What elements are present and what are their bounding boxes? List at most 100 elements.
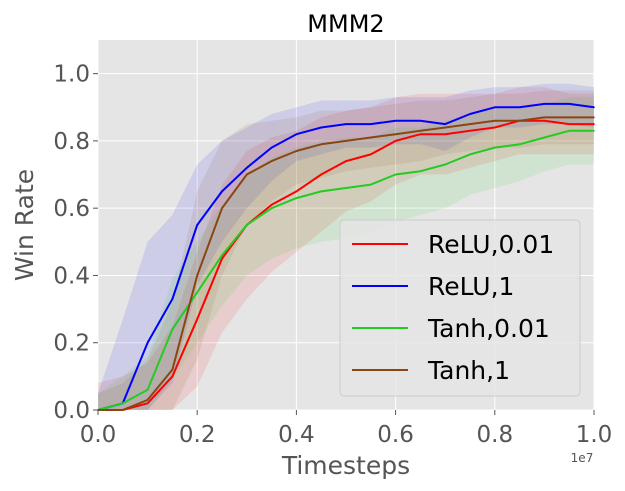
- data-point-relu-0-01: [370, 153, 372, 156]
- x-tick-label: 0.0: [80, 422, 117, 448]
- y-axis-label: Win Rate: [10, 169, 39, 281]
- x-tick-label: 0.8: [477, 422, 514, 448]
- data-point-relu-1: [146, 341, 149, 344]
- data-point-tanh-0-01: [146, 389, 149, 391]
- data-point-tanh-0-01: [196, 291, 198, 294]
- band-tanh-0-01: [98, 97, 594, 410]
- data-point-tanh-1: [394, 133, 397, 135]
- data-point-relu-1: [394, 119, 397, 122]
- confidence-bands: [98, 83, 594, 410]
- data-point-tanh-1: [593, 116, 595, 119]
- data-point-relu-0-01: [419, 133, 422, 135]
- data-point-tanh-0-01: [568, 130, 570, 132]
- x-axis-label: Timesteps: [281, 451, 410, 480]
- data-point-tanh-1: [196, 274, 198, 277]
- data-point-relu-1: [370, 123, 372, 125]
- data-point-tanh-0-01: [543, 136, 546, 139]
- data-point-relu-0-01: [593, 123, 595, 125]
- data-point-tanh-0-01: [295, 197, 298, 199]
- data-point-relu-1: [543, 103, 546, 105]
- data-point-relu-1: [221, 190, 223, 193]
- data-point-tanh-0-01: [593, 130, 595, 132]
- y-tick-label: 0.2: [53, 331, 90, 357]
- data-point-tanh-1: [568, 116, 570, 119]
- data-point-relu-0-01: [568, 123, 570, 125]
- data-point-tanh-0-01: [444, 163, 447, 166]
- data-point-relu-1: [593, 106, 595, 109]
- x-tick-label: 0.2: [179, 422, 216, 448]
- data-point-tanh-0-01: [221, 254, 223, 257]
- data-point-relu-0-01: [543, 119, 546, 122]
- data-point-relu-0-01: [320, 173, 323, 176]
- data-point-tanh-1: [320, 143, 323, 146]
- chart-title: MMM2: [307, 10, 384, 38]
- y-tick-label: 0.0: [53, 398, 90, 424]
- data-point-relu-1: [419, 119, 422, 122]
- y-tick-label: 0.8: [53, 129, 90, 155]
- data-point-relu-1: [345, 123, 347, 125]
- data-point-relu-1: [295, 133, 298, 135]
- data-point-relu-0-01: [295, 190, 298, 193]
- legend: ReLU,0.01 ReLU,1 Tanh,0.01 Tanh,1: [339, 219, 581, 397]
- data-point-relu-1: [494, 106, 496, 109]
- data-point-relu-0-01: [171, 375, 174, 378]
- data-point-tanh-0-01: [270, 207, 273, 209]
- legend-label-tanh-0-01: Tanh,0.01: [427, 314, 550, 343]
- data-point-relu-0-01: [494, 126, 496, 129]
- data-point-tanh-1: [444, 126, 447, 129]
- x-tick-label: 0.4: [278, 422, 315, 448]
- legend-box: [339, 219, 581, 397]
- y-tick-label: 0.4: [53, 263, 90, 289]
- data-point-relu-0-01: [196, 318, 198, 321]
- data-point-tanh-0-01: [394, 173, 397, 176]
- data-point-relu-1: [270, 146, 273, 149]
- data-point-tanh-1: [246, 173, 248, 176]
- data-point-tanh-1: [518, 119, 521, 122]
- data-point-tanh-0-01: [246, 224, 248, 226]
- data-point-tanh-1: [370, 136, 372, 139]
- data-point-relu-1: [246, 167, 248, 169]
- legend-label-relu-1: ReLU,1: [428, 272, 514, 301]
- x-tick-label: 1.0: [576, 422, 613, 448]
- data-point-tanh-1: [543, 116, 546, 119]
- data-point-relu-1: [469, 113, 471, 115]
- data-point-tanh-0-01: [171, 328, 174, 331]
- band-relu-1: [98, 83, 594, 410]
- y-tick-label: 1.0: [53, 62, 90, 88]
- data-point-tanh-0-01: [518, 143, 521, 146]
- data-point-tanh-1: [270, 160, 273, 162]
- y-tick-label: 0.6: [53, 196, 90, 222]
- data-point-tanh-0-01: [469, 153, 471, 156]
- data-point-tanh-1: [419, 130, 422, 132]
- data-point-relu-0-01: [394, 140, 397, 142]
- data-point-relu-0-01: [270, 204, 273, 206]
- data-point-relu-1: [444, 123, 447, 125]
- data-point-relu-1: [320, 126, 323, 129]
- series-lines: [97, 102, 595, 411]
- data-point-relu-0-01: [444, 133, 447, 135]
- band-relu-0-01: [98, 87, 594, 410]
- data-point-relu-1: [518, 106, 521, 109]
- data-point-tanh-0-01: [494, 146, 496, 149]
- data-point-tanh-1: [171, 368, 174, 371]
- data-point-tanh-0-01: [419, 170, 422, 172]
- data-point-tanh-1: [122, 409, 124, 411]
- data-point-tanh-1: [469, 123, 471, 125]
- data-point-relu-1: [171, 298, 174, 300]
- data-point-tanh-1: [295, 150, 298, 152]
- data-point-relu-0-01: [345, 160, 347, 162]
- data-point-relu-1: [196, 224, 198, 226]
- legend-label-tanh-1: Tanh,1: [427, 356, 510, 385]
- data-point-relu-0-01: [221, 257, 223, 260]
- data-point-tanh-0-01: [122, 402, 124, 405]
- legend-label-relu-0-01: ReLU,0.01: [428, 230, 554, 259]
- data-point-tanh-1: [221, 207, 223, 209]
- data-point-relu-0-01: [469, 130, 471, 132]
- x-tick-label: 0.6: [377, 422, 414, 448]
- data-point-relu-1: [568, 103, 570, 105]
- data-point-tanh-1: [345, 140, 347, 142]
- data-point-tanh-0-01: [320, 190, 323, 193]
- x-axis-ticks: 0.0 0.2 0.4 0.6 0.8 1.0: [80, 410, 613, 448]
- data-point-tanh-0-01: [370, 183, 372, 186]
